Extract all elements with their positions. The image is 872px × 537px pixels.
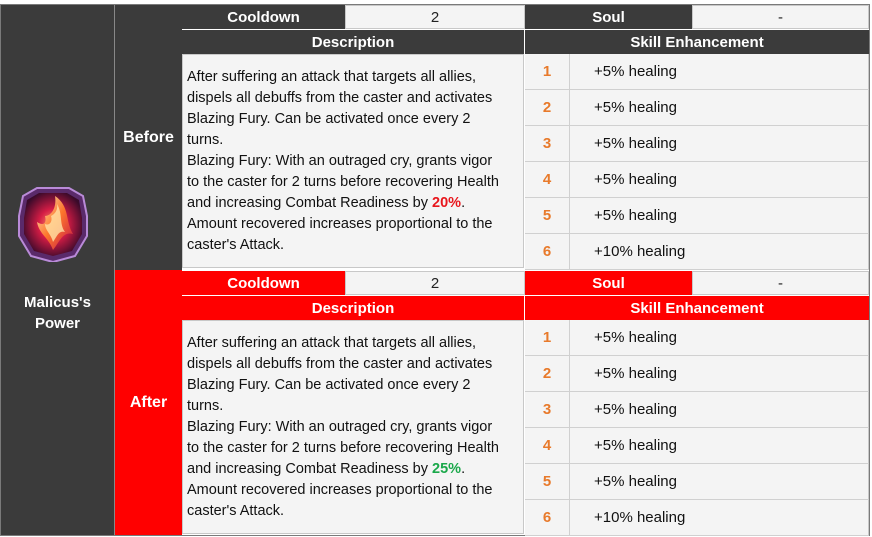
description-header: Description [182, 30, 524, 54]
before-label: Before [114, 5, 182, 270]
soul-header: Soul [525, 5, 692, 29]
cooldown-value: 2 [345, 271, 525, 295]
cooldown-value: 2 [345, 5, 525, 29]
enhancement-row: 1 +5% healing [525, 54, 869, 90]
skill-enhancement-header: Skill Enhancement [525, 30, 869, 54]
soul-value: - [692, 5, 869, 29]
fire-claw-icon [18, 187, 88, 262]
skill-name-line2: Power [34, 315, 80, 332]
enhancement-number: 3 [525, 392, 570, 427]
description-box: After suffering an attack that targets a… [182, 320, 524, 534]
enhancement-text: +5% healing [594, 63, 677, 80]
description-box: After suffering an attack that targets a… [182, 54, 524, 268]
description-text: After suffering an attack that targets a… [187, 334, 499, 519]
desc-line: caster's Attack. [187, 502, 285, 519]
enhancement-row: 4 +5% healing [525, 162, 869, 198]
enhancement-row: 6 +10% healing [525, 500, 869, 536]
enhancement-text: +5% healing [594, 329, 677, 346]
enhancement-text: +5% healing [594, 401, 677, 418]
enhancement-text: +5% healing [594, 365, 677, 382]
readiness-value-after: 25% [432, 460, 462, 477]
desc-line: caster's Attack. [187, 236, 285, 253]
description-header: Description [182, 296, 524, 320]
readiness-value-before: 20% [432, 194, 462, 211]
desc-line: Blazing Fury. Can be activated once ever… [187, 376, 471, 393]
enhancement-number: 1 [525, 54, 570, 89]
skill-name: Malicus's Power [1, 292, 114, 334]
enhancement-number: 3 [525, 126, 570, 161]
after-label: After [114, 270, 182, 535]
enhancement-number: 2 [525, 356, 570, 391]
desc-line: After suffering an attack that targets a… [187, 68, 477, 85]
enhancement-number: 1 [525, 320, 570, 355]
desc-line: Blazing Fury: With an outraged cry, gran… [187, 418, 493, 435]
enhancement-text: +10% healing [594, 509, 686, 526]
enhancement-number: 4 [525, 428, 570, 463]
enhancement-row: 6 +10% healing [525, 234, 869, 270]
enhancement-number: 6 [525, 234, 570, 269]
skill-column: Malicus's Power [1, 5, 114, 535]
enhancement-number: 5 [525, 198, 570, 233]
desc-line: turns. [187, 131, 224, 148]
enhancement-row: 3 +5% healing [525, 392, 869, 428]
enhancement-number: 5 [525, 464, 570, 499]
enhancement-row: 5 +5% healing [525, 464, 869, 500]
desc-line: Amount recovered increases proportional … [187, 215, 493, 232]
enhancement-text: +5% healing [594, 207, 677, 224]
desc-line: Amount recovered increases proportional … [187, 481, 493, 498]
desc-line: After suffering an attack that targets a… [187, 334, 477, 351]
enhancement-text: +5% healing [594, 473, 677, 490]
desc-line: and increasing Combat Readiness by [187, 194, 433, 211]
enhancement-row: 2 +5% healing [525, 90, 869, 126]
enhancement-row: 4 +5% healing [525, 428, 869, 464]
enhancement-number: 2 [525, 90, 570, 125]
cooldown-header: Cooldown [182, 5, 345, 29]
desc-line: Blazing Fury. Can be activated once ever… [187, 110, 471, 127]
soul-value: - [692, 271, 869, 295]
enhancement-row: 1 +5% healing [525, 320, 869, 356]
enhancement-text: +5% healing [594, 437, 677, 454]
cooldown-header: Cooldown [182, 271, 345, 295]
desc-line: to the caster for 2 turns before recover… [187, 439, 499, 456]
enhancement-row: 2 +5% healing [525, 356, 869, 392]
desc-line: and increasing Combat Readiness by [187, 460, 433, 477]
enhancement-row: 5 +5% healing [525, 198, 869, 234]
desc-line: Blazing Fury: With an outraged cry, gran… [187, 152, 493, 169]
desc-line: to the caster for 2 turns before recover… [187, 173, 499, 190]
enhancement-text: +5% healing [594, 171, 677, 188]
skill-enhancement-header: Skill Enhancement [525, 296, 869, 320]
enhancement-text: +5% healing [594, 135, 677, 152]
description-text: After suffering an attack that targets a… [187, 68, 499, 253]
enhancement-row: 3 +5% healing [525, 126, 869, 162]
enhancement-text: +5% healing [594, 99, 677, 116]
enhancement-text: +10% healing [594, 243, 686, 260]
skill-name-line1: Malicus's [24, 294, 91, 311]
desc-line: dispels all debuffs from the caster and … [187, 89, 493, 106]
desc-line: turns. [187, 397, 224, 414]
enhancement-number: 4 [525, 162, 570, 197]
enhancement-number: 6 [525, 500, 570, 535]
soul-header: Soul [525, 271, 692, 295]
desc-line: dispels all debuffs from the caster and … [187, 355, 493, 372]
skill-change-table: Malicus's Power Before After Cooldown 2 … [0, 4, 870, 536]
